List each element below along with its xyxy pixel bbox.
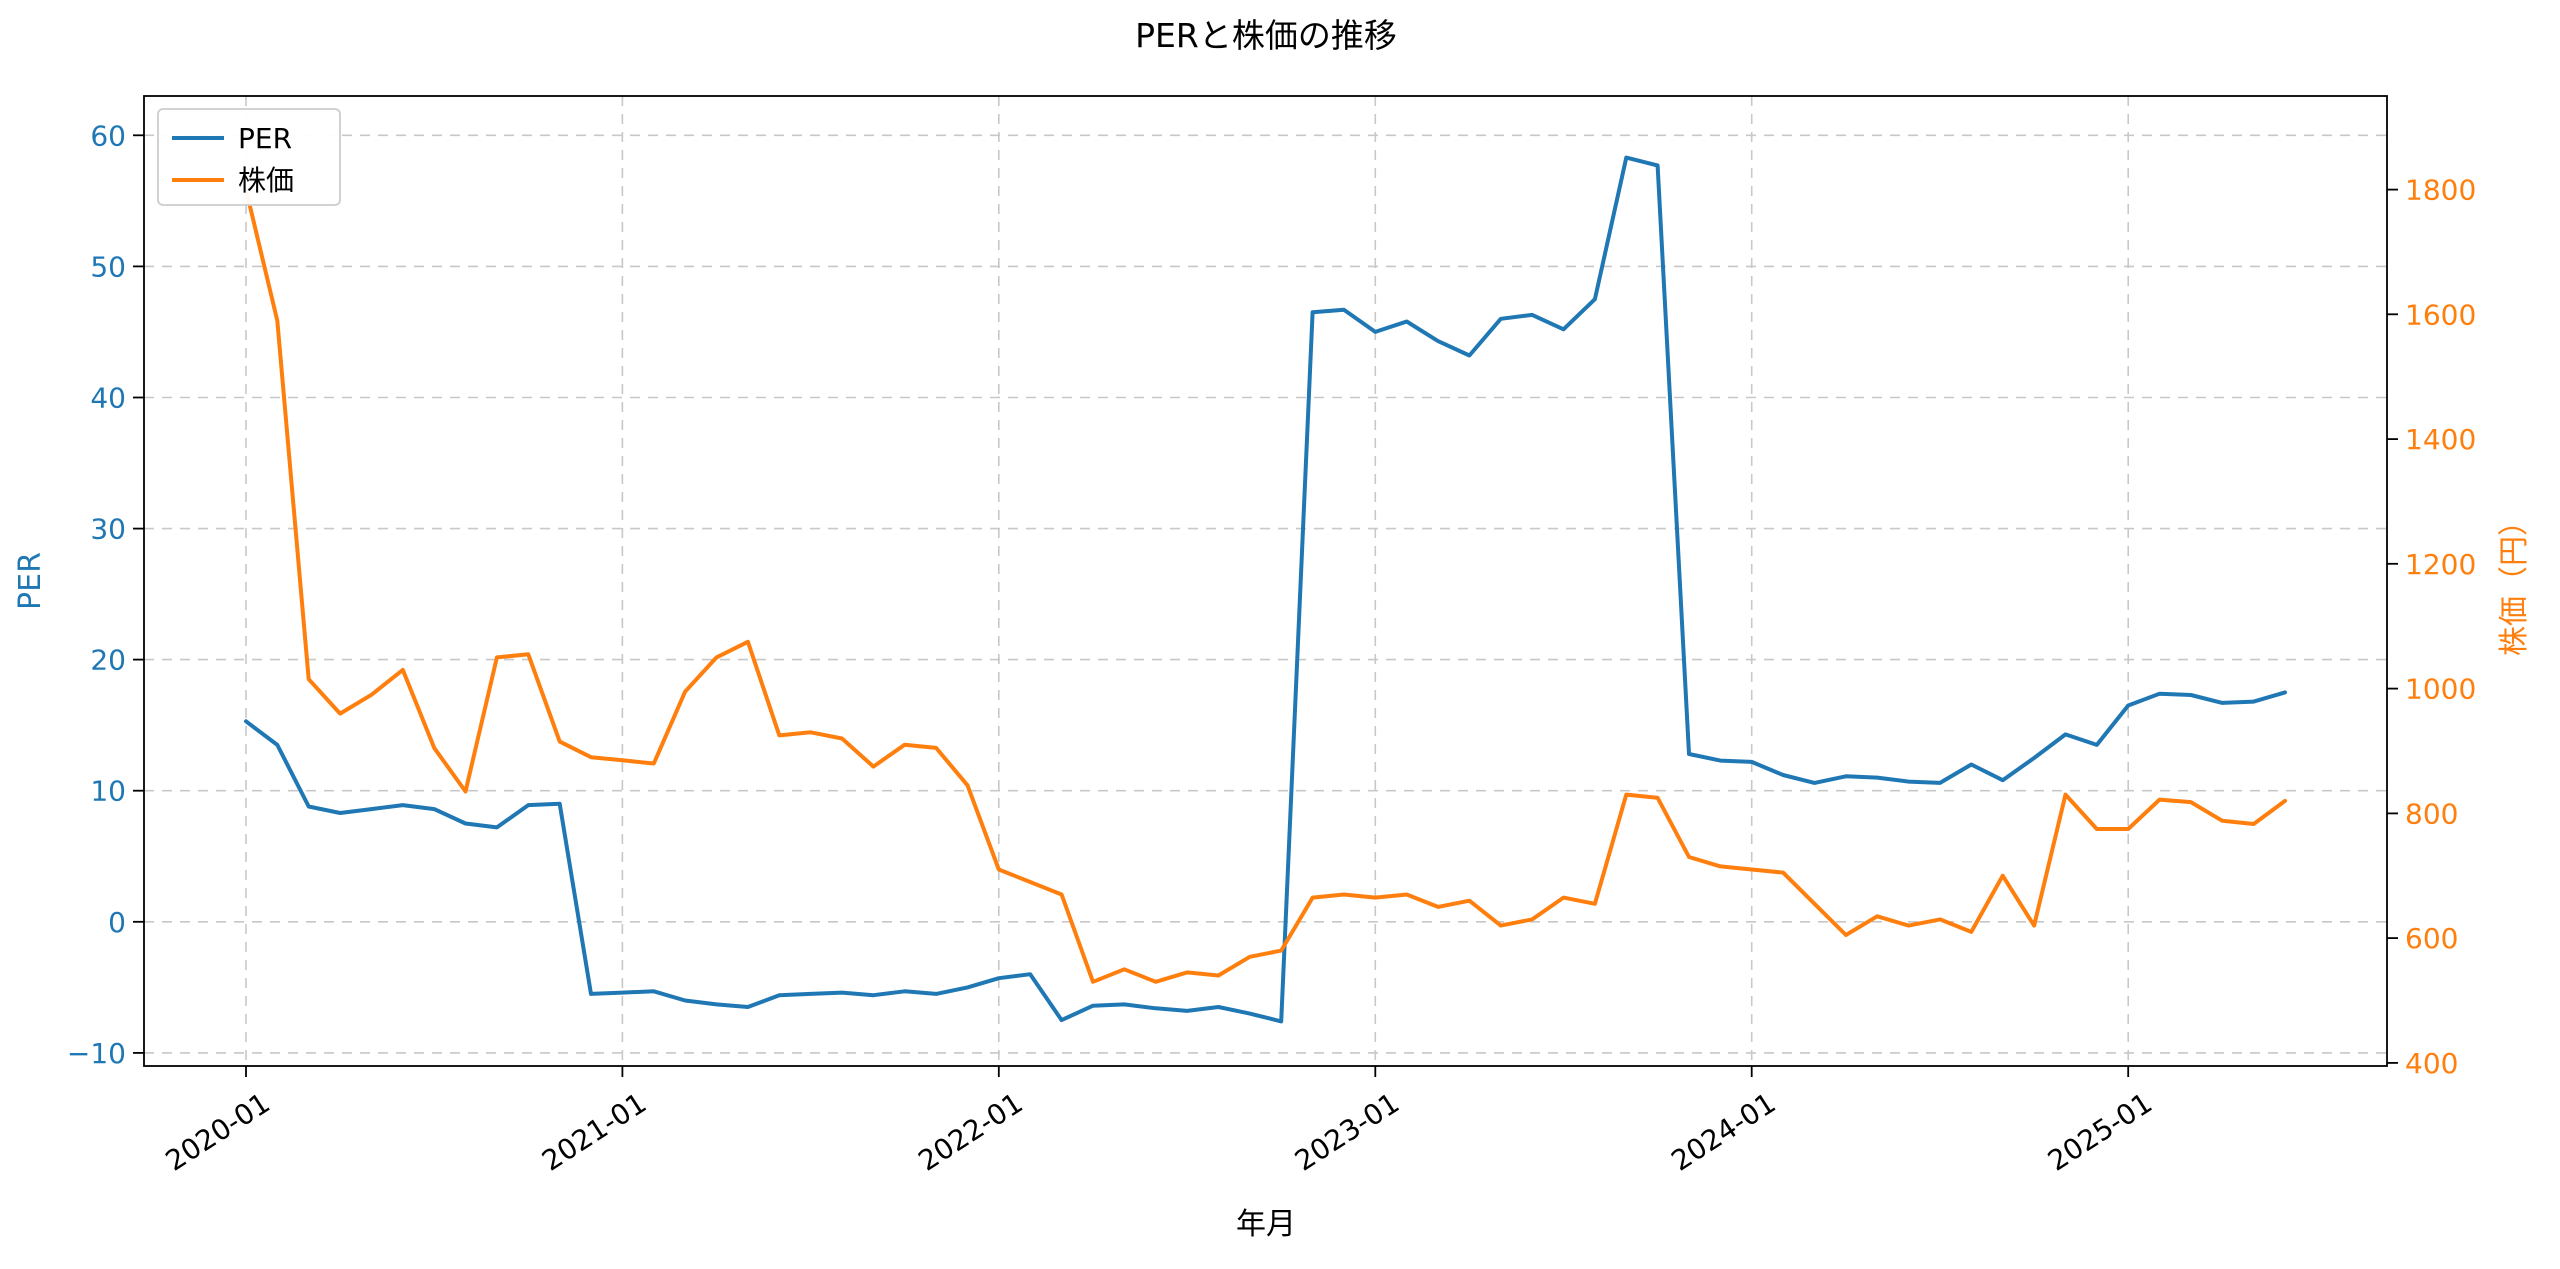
axis-layer: −10 0 10 20 30 40 50 60 400 600 800 1000 1200 1400 160… bbox=[67, 95, 2476, 1178]
left-tick-label: 50 bbox=[90, 250, 126, 283]
left-tick-label: 10 bbox=[90, 775, 126, 808]
series-line-1 bbox=[244, 187, 2287, 984]
legend-label-kabuka: 株価 bbox=[238, 164, 294, 197]
right-tick-label: 800 bbox=[2405, 797, 2458, 830]
right-tick-label: 1800 bbox=[2405, 174, 2476, 207]
legend-label-per: PER bbox=[238, 122, 292, 155]
right-tick-label: 1600 bbox=[2405, 298, 2476, 331]
right-tick-label: 600 bbox=[2405, 922, 2458, 955]
left-tick-label: −10 bbox=[67, 1037, 126, 1070]
grid-layer bbox=[144, 96, 2387, 1066]
left-tick-label: 20 bbox=[90, 644, 126, 677]
x-tick-label: 2022-01 bbox=[913, 1086, 1029, 1177]
x-tick-label: 2025-01 bbox=[2042, 1086, 2158, 1177]
x-tick-label: 2021-01 bbox=[536, 1086, 652, 1177]
left-tick-label: 0 bbox=[108, 906, 126, 939]
chart-title: PERと株価の推移 bbox=[1135, 16, 1397, 55]
plot-frame bbox=[143, 95, 2388, 1067]
right-tick-label: 1000 bbox=[2405, 673, 2476, 706]
left-axis-label: PER bbox=[13, 552, 48, 610]
x-tick-label: 2020-01 bbox=[160, 1086, 276, 1177]
left-tick-label: 60 bbox=[90, 119, 126, 152]
right-tick-label: 1400 bbox=[2405, 423, 2476, 456]
right-tick-label: 400 bbox=[2405, 1047, 2458, 1080]
series-line-0 bbox=[244, 155, 2287, 1024]
right-tick-label: 1200 bbox=[2405, 548, 2476, 581]
right-axis-label: 株価（円） bbox=[2497, 506, 2532, 656]
legend: PER 株価 bbox=[157, 108, 341, 206]
x-tick-label: 2023-01 bbox=[1289, 1086, 1405, 1177]
x-tick-label: 2024-01 bbox=[1665, 1086, 1781, 1177]
x-axis-label: 年月 bbox=[1236, 1207, 1296, 1242]
series-layer bbox=[244, 155, 2287, 1024]
left-tick-label: 40 bbox=[90, 382, 126, 415]
left-tick-label: 30 bbox=[90, 513, 126, 546]
